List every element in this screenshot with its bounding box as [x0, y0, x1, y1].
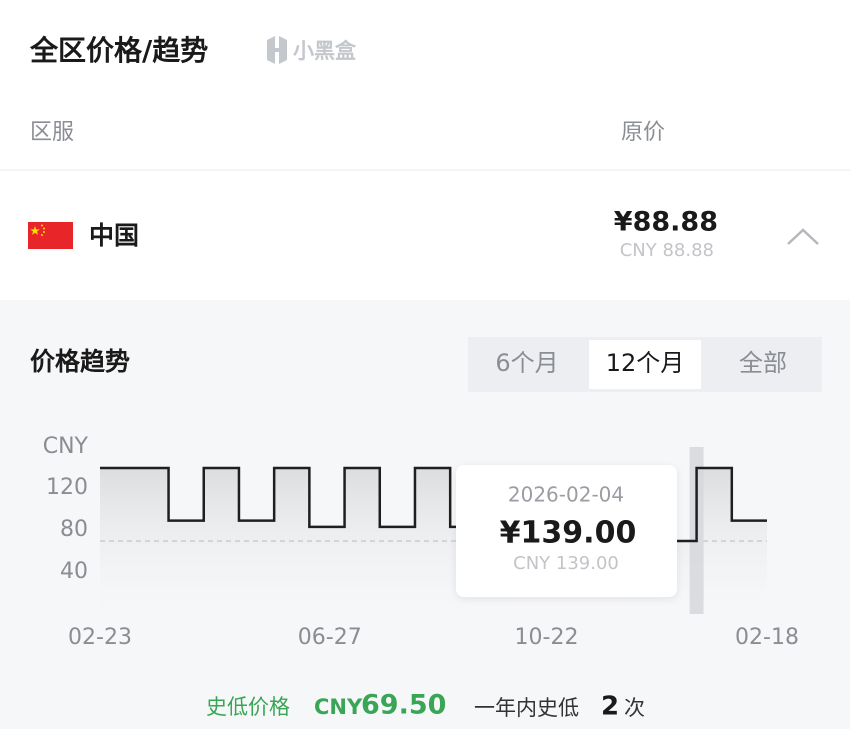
x-tick-label: 02-23	[68, 625, 132, 650]
y-tick-label: 120	[46, 475, 88, 500]
tooltip-date: 2026-02-04	[508, 483, 624, 507]
tooltip-box	[456, 465, 677, 597]
x-tick-label: 06-27	[298, 625, 362, 650]
tooltip-price-cny: CNY 139.00	[513, 553, 619, 574]
count-label: 一年内史低	[474, 696, 579, 720]
price-cny: CNY 88.88	[620, 240, 714, 261]
y-tick-label: 40	[60, 559, 88, 584]
count-unit: 次	[624, 696, 645, 720]
tooltip-price: ¥139.00	[500, 516, 637, 551]
tab[interactable]: 12个月	[606, 349, 685, 377]
column-header: 区服	[30, 120, 74, 145]
low-label: 史低价格	[206, 695, 290, 719]
low-currency: CNY	[314, 695, 363, 719]
tabs: 6个月 12个月 全部	[495, 340, 787, 389]
tab[interactable]: 全部	[739, 349, 787, 377]
section-title: 价格趋势	[30, 347, 130, 376]
price: ¥88.88	[614, 207, 718, 238]
count: 2	[601, 692, 619, 722]
y-tick-label: 80	[60, 517, 88, 542]
region-name: 中国	[89, 221, 139, 250]
flag-china	[28, 222, 73, 249]
x-tick-label: 02-18	[735, 625, 799, 650]
chart: CNY 40 80 120 02-23 06-27 10-22 02-18 2026-02-04…	[43, 434, 799, 650]
brand-logo	[267, 36, 287, 64]
collapse-chevron[interactable]	[787, 228, 819, 245]
tab[interactable]: 6个月	[495, 349, 558, 377]
page-title: 全区价格/趋势	[29, 34, 208, 67]
x-tick-label: 10-22	[515, 625, 579, 650]
brand-name: 小黑盒	[293, 39, 357, 63]
low-price: 69.50	[361, 690, 446, 721]
column-header: 原价	[621, 120, 665, 145]
y-axis-label: CNY	[43, 434, 89, 459]
tab-active-bg[interactable]	[589, 340, 701, 389]
